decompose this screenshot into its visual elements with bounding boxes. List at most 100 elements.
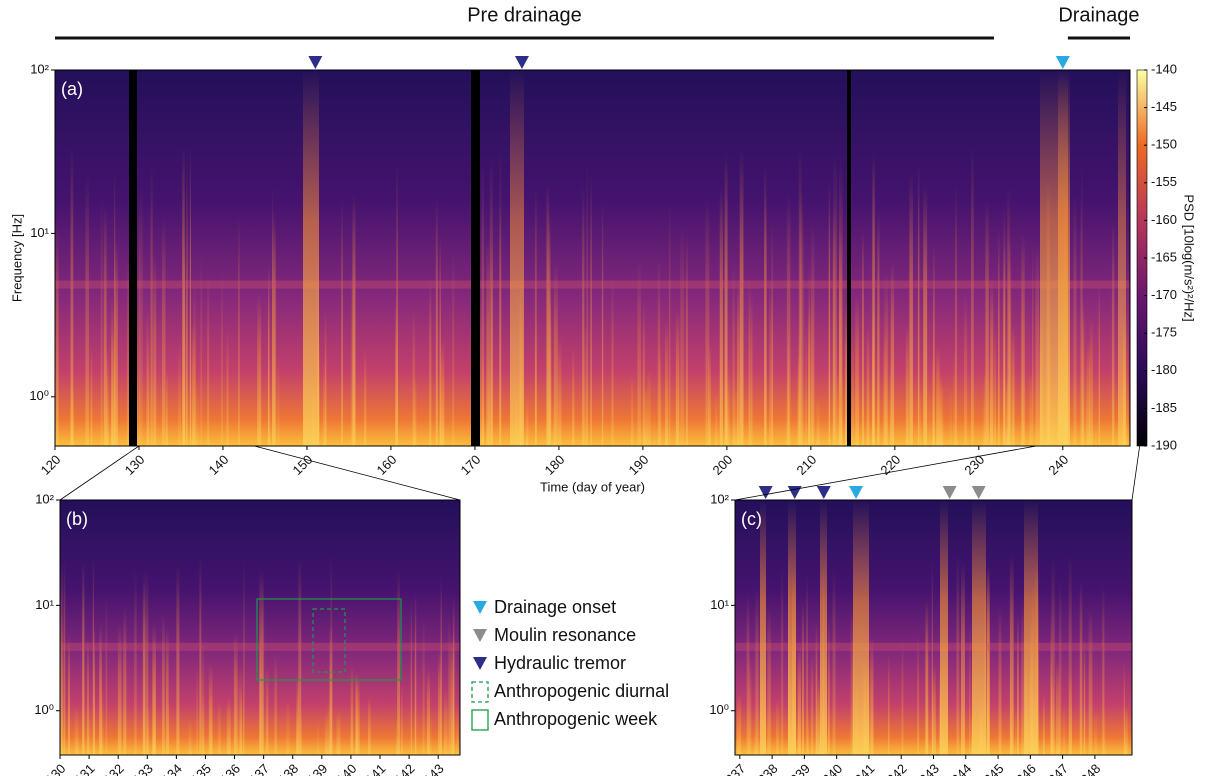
- spectrogram-streak: [955, 407, 958, 446]
- spectrogram-streak: [780, 564, 784, 755]
- legend-symbol: [471, 709, 489, 731]
- x-tick-label: 139: [304, 761, 330, 776]
- x-tick-label: 247: [1045, 761, 1071, 776]
- spectrogram-streak: [990, 276, 994, 446]
- spectrogram-streak: [1008, 237, 1012, 446]
- spectrogram-streak: [142, 576, 145, 755]
- spectrogram-streak: [324, 713, 329, 755]
- legend-label: Anthropogenic diurnal: [494, 681, 669, 701]
- spectrogram-texture: [735, 500, 1132, 755]
- spectrogram-streak: [422, 617, 425, 755]
- spectrogram-streak: [525, 397, 529, 446]
- spectrogram-streak: [956, 552, 960, 755]
- spectrogram-streak: [413, 375, 417, 446]
- spectrogram-streak: [546, 181, 550, 446]
- x-tick-label: 240: [819, 761, 845, 776]
- spectrogram-streak: [267, 262, 270, 446]
- colorbar-tick-label: -155: [1151, 174, 1177, 189]
- spectrogram-streak: [489, 159, 493, 446]
- period-label: Pre drainage: [467, 4, 582, 26]
- spectrogram-streak: [808, 260, 811, 446]
- spectrogram-streak: [401, 682, 403, 755]
- tremor-burst: [1024, 500, 1038, 755]
- spectrogram-streak: [355, 672, 358, 755]
- spectrogram-streak: [86, 635, 89, 755]
- spectrogram-texture: [55, 70, 1130, 446]
- spectrogram-streak: [797, 645, 801, 755]
- spectrogram-streak: [994, 325, 997, 446]
- spectrogram-streak: [572, 347, 575, 446]
- spectrogram-streak: [435, 197, 438, 446]
- x-tick-label: 244: [948, 761, 974, 776]
- spectrogram-streak: [300, 710, 302, 755]
- spectrogram-streak: [775, 697, 780, 755]
- panel-label: (a): [61, 79, 83, 99]
- legend-label: Anthropogenic week: [494, 709, 658, 729]
- spectrogram-streak: [191, 322, 196, 446]
- spectrogram-streak: [715, 392, 718, 446]
- spectrogram-streak: [1055, 659, 1060, 755]
- spectrogram-streak: [851, 326, 855, 446]
- spectrogram-streak: [161, 217, 166, 446]
- tremor-burst: [972, 500, 986, 755]
- spectrogram-streak: [590, 174, 592, 446]
- spectrogram-streak: [341, 200, 343, 446]
- y-tick-label: 10²: [35, 491, 54, 506]
- spectrogram-streak: [233, 631, 238, 755]
- spectrogram-streak: [196, 664, 198, 755]
- spectrogram-streak: [152, 683, 156, 755]
- spectrogram-streak: [950, 385, 952, 446]
- x-tick-label: 170: [458, 452, 484, 478]
- spectrogram-streak: [195, 380, 199, 446]
- spectrogram-streak: [259, 634, 261, 755]
- spectrogram-streak: [1125, 311, 1128, 446]
- x-tick-label: 200: [709, 452, 735, 478]
- spectrogram-streak: [1083, 639, 1086, 755]
- spectrogram-streak: [877, 210, 880, 446]
- spectrogram-streak: [1094, 407, 1097, 446]
- x-tick-label: 140: [334, 761, 360, 776]
- panel-label: (c): [741, 509, 762, 529]
- spectrogram-streak: [437, 649, 442, 755]
- spectrogram-streak: [262, 573, 265, 755]
- spectrogram-streak: [1094, 710, 1098, 755]
- spectrogram-streak: [450, 632, 454, 755]
- x-tick-label: 133: [130, 761, 156, 776]
- spectrogram-streak: [852, 612, 854, 755]
- tremor-burst: [1118, 70, 1126, 446]
- spectrogram-streak: [611, 276, 614, 446]
- spectrogram-streak: [200, 251, 202, 446]
- event-marker: [1055, 56, 1070, 69]
- spectrogram-streak: [93, 627, 96, 755]
- spectrogram-streak: [126, 259, 130, 446]
- spectrogram-streak: [265, 665, 269, 755]
- spectrogram-streak: [734, 386, 739, 446]
- spectrogram-streak: [226, 697, 231, 755]
- axes-frame: [54, 69, 1131, 447]
- spectrogram-streak: [439, 235, 441, 446]
- spectrogram-streak: [998, 226, 1000, 446]
- spectrogram-streak: [286, 699, 290, 755]
- spectrogram-streak: [1007, 186, 1010, 446]
- spectrogram-streak: [901, 639, 904, 755]
- x-tick-label: 241: [852, 761, 878, 776]
- spectrogram-streak: [329, 624, 333, 755]
- spectrogram-streak: [90, 344, 93, 446]
- spectrogram-streak: [1021, 598, 1025, 755]
- x-tick-label: 210: [793, 452, 819, 478]
- spectrogram-streak: [818, 721, 822, 755]
- spectrogram-streak: [117, 623, 122, 755]
- spectrogram-streak: [274, 651, 277, 755]
- spectrogram-streak: [786, 192, 791, 446]
- spectrogram-streak: [243, 558, 245, 755]
- spectrogram-streak: [748, 657, 752, 755]
- spectrogram-streak: [176, 565, 180, 755]
- colorbar-tick-label: -145: [1151, 99, 1177, 114]
- spectrogram-streak: [479, 300, 482, 446]
- y-tick-label: 10¹: [710, 597, 729, 612]
- y-tick-label: 10⁰: [709, 702, 729, 717]
- spectrogram-streak: [1073, 191, 1077, 446]
- y-tick-label: 10⁰: [29, 388, 49, 403]
- spectrogram-streak: [737, 692, 742, 755]
